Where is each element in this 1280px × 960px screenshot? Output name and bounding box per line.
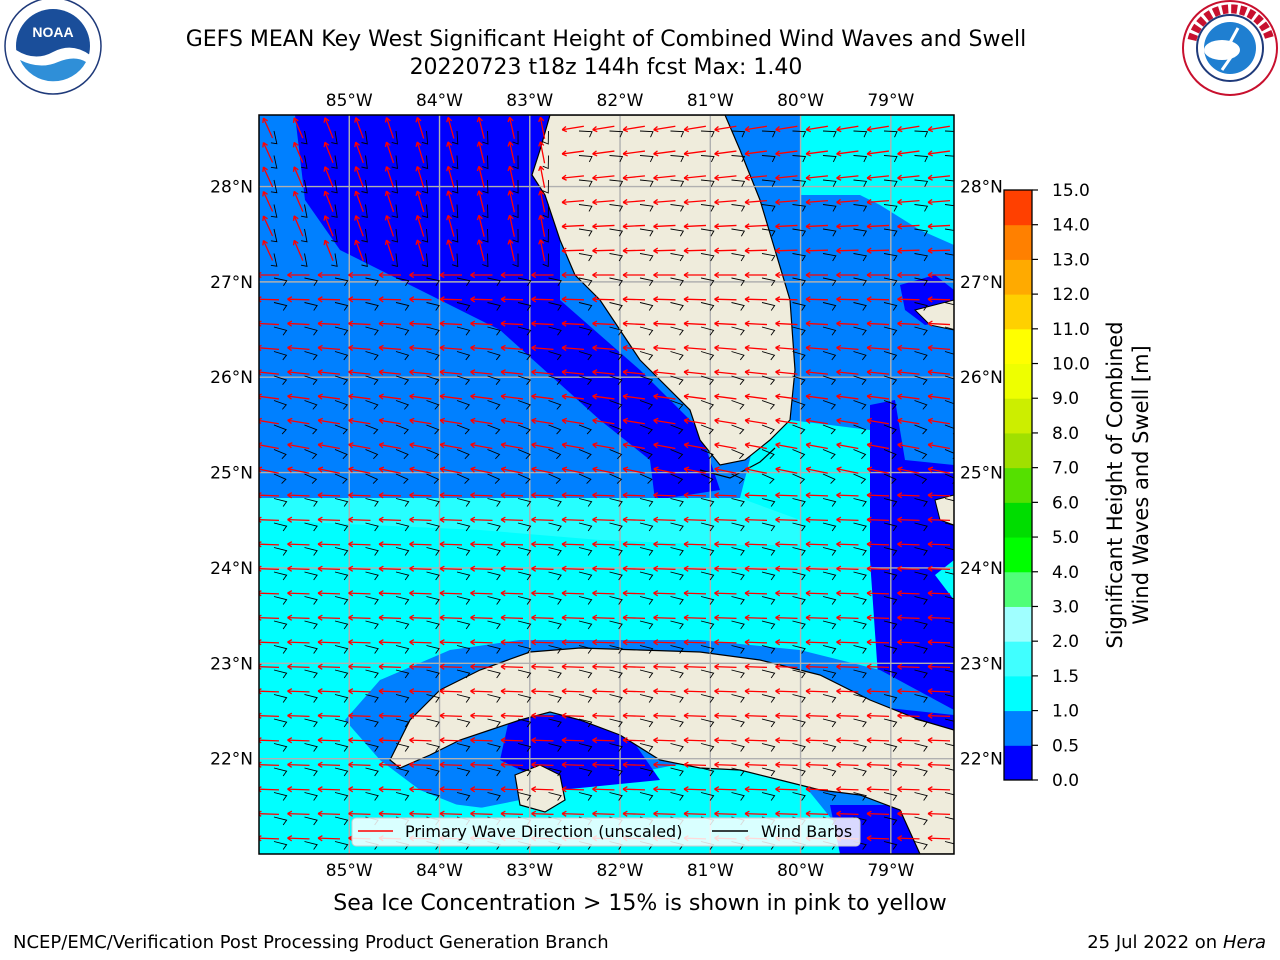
colorbar-tick: 7.0 — [1052, 459, 1079, 479]
colorbar-swatch — [1004, 502, 1032, 538]
svg-text:Wind Waves and Swell [m]: Wind Waves and Swell [m] — [1129, 345, 1153, 625]
colorbar-tick: 4.0 — [1052, 563, 1079, 583]
colorbar-swatch — [1004, 224, 1032, 260]
colorbar-swatch — [1004, 641, 1032, 677]
colorbar-swatch — [1004, 363, 1032, 399]
lat-tick-left: 28°N — [210, 178, 253, 198]
axis-ticks: 85°W 85°W 84°W 84°W 83°W 83°W 82°W 82°W 81°W 81°W… — [210, 91, 1003, 881]
lon-tick-bottom: 81°W — [687, 861, 734, 881]
lon-tick-bottom: 83°W — [506, 861, 553, 881]
colorbar-tick: 0.5 — [1052, 736, 1079, 756]
colorbar-swatch — [1004, 571, 1032, 607]
lat-tick-right: 22°N — [960, 750, 1003, 770]
lon-tick-bottom: 79°W — [867, 861, 914, 881]
sea-ice-caption: Sea Ice Concentration > 15% is shown in … — [333, 891, 947, 916]
colorbar-swatch — [1004, 190, 1032, 226]
lon-tick-top: 82°W — [597, 91, 644, 111]
colorbar-tick: 14.0 — [1052, 216, 1090, 236]
lat-tick-left: 22°N — [210, 750, 253, 770]
colorbar-tick: 13.0 — [1052, 250, 1090, 270]
colorbar-tick: 11.0 — [1052, 320, 1090, 340]
colorbar-tick: 1.0 — [1052, 702, 1079, 722]
colorbar-swatch — [1004, 259, 1032, 295]
lon-tick-bottom: 84°W — [416, 861, 463, 881]
colorbar-tick: 0.0 — [1052, 771, 1079, 791]
legend: Primary Wave Direction (unscaled) Wind B… — [351, 817, 861, 847]
colorbar-tick: 2.0 — [1052, 632, 1079, 652]
footer-host: Hera — [1222, 932, 1266, 953]
chart-title: GEFS MEAN Key West Significant Height of… — [185, 27, 1027, 52]
colorbar-swatch — [1004, 328, 1032, 365]
noaa-logo: NOAA — [4, 0, 102, 95]
lat-tick-right: 27°N — [960, 273, 1003, 293]
land-cuba — [389, 647, 954, 854]
colorbar-tick: 12.0 — [1052, 285, 1090, 305]
colorbar-tick: 3.0 — [1052, 597, 1079, 617]
colorbar-swatch — [1004, 432, 1032, 469]
colorbar-tick: 10.0 — [1052, 355, 1090, 375]
colorbar-swatch — [1004, 675, 1032, 712]
colorbar-swatch — [1004, 710, 1032, 746]
colorbar-title: Significant Height of Combined Wind Wave… — [1103, 321, 1153, 648]
lon-tick-top: 83°W — [506, 91, 553, 111]
colorbar-swatch — [1004, 294, 1032, 330]
lon-tick-bottom: 80°W — [777, 861, 824, 881]
lon-tick-top: 81°W — [687, 91, 734, 111]
colorbar: 0.0 0.5 1.0 1.5 2.0 3.0 4.0 5.0 6.0 7.0 8.0 9.0 10.0… — [1003, 181, 1090, 791]
footer-date: 25 Jul 2022 on Hera — [1087, 932, 1266, 953]
nws-logo — [1182, 0, 1278, 96]
footer-credit: NCEP/EMC/Verification Post Processing Pr… — [13, 932, 609, 953]
colorbar-swatch — [1004, 606, 1032, 642]
colorbar-tick: 9.0 — [1052, 389, 1079, 409]
legend-wind-label: Wind Barbs — [761, 822, 852, 841]
lat-tick-left: 27°N — [210, 273, 253, 293]
lon-tick-bottom: 82°W — [597, 861, 644, 881]
gridlines — [259, 115, 954, 854]
map-area[interactable] — [257, 115, 958, 854]
lat-tick-right: 23°N — [960, 654, 1003, 674]
lon-tick-top: 79°W — [867, 91, 914, 111]
colorbar-swatch — [1004, 537, 1032, 573]
colorbar-swatch — [1004, 745, 1032, 781]
lat-tick-left: 26°N — [210, 368, 253, 388]
lat-tick-left: 23°N — [210, 654, 253, 674]
footer-date-text: 25 Jul 2022 on — [1087, 932, 1223, 953]
colorbar-swatch — [1004, 398, 1032, 434]
lon-tick-top: 84°W — [416, 91, 463, 111]
noaa-logo-text: NOAA — [32, 24, 73, 40]
legend-wave-label: Primary Wave Direction (unscaled) — [405, 822, 682, 841]
vector-field — [259, 116, 954, 850]
lon-tick-top: 85°W — [326, 91, 373, 111]
svg-text:Significant Height of Combined: Significant Height of Combined — [1103, 321, 1127, 648]
colorbar-swatch — [1004, 467, 1032, 503]
lat-tick-right: 26°N — [960, 368, 1003, 388]
lat-tick-right: 24°N — [960, 559, 1003, 579]
lat-tick-left: 25°N — [210, 464, 253, 484]
lat-tick-right: 25°N — [960, 464, 1003, 484]
colorbar-tick: 6.0 — [1052, 493, 1079, 513]
chart-subtitle: 20220723 t18z 144h fcst Max: 1.40 — [409, 55, 803, 80]
lat-tick-left: 24°N — [210, 559, 253, 579]
map-frame — [258, 114, 955, 855]
colorbar-tick: 5.0 — [1052, 528, 1079, 548]
lat-tick-right: 28°N — [960, 178, 1003, 198]
colorbar-tick: 1.5 — [1052, 667, 1079, 687]
colorbar-tick: 15.0 — [1052, 181, 1090, 201]
lon-tick-top: 80°W — [777, 91, 824, 111]
lon-tick-bottom: 85°W — [326, 861, 373, 881]
colorbar-tick: 8.0 — [1052, 424, 1079, 444]
